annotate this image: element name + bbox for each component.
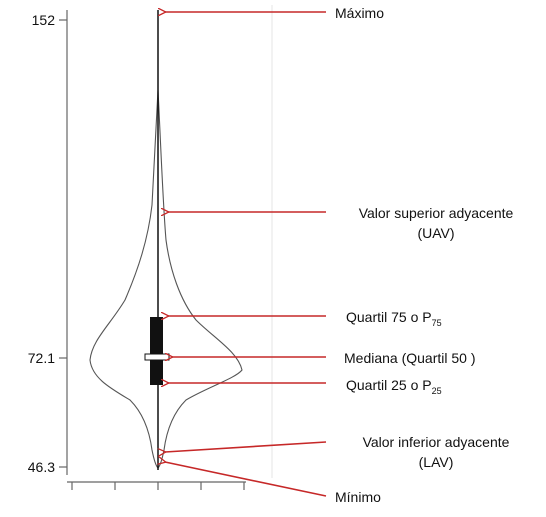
label-uav-line2: (UAV) — [417, 225, 454, 241]
x-ticks — [71, 482, 245, 490]
y-tick-label-72: 72.1 — [28, 350, 55, 366]
violin-shape — [89, 89, 243, 469]
label-lav-line1: Valor inferior adyacente — [363, 434, 510, 450]
label-q75: Quartil 75 o P75 — [346, 309, 442, 328]
arrow-lav — [165, 441, 327, 452]
iqr-box — [150, 317, 163, 385]
arrow-minimo — [165, 462, 327, 497]
label-maximo: Máximo — [335, 5, 384, 21]
label-q25-sub: 25 — [432, 386, 442, 396]
median-marker — [144, 353, 170, 361]
label-q25: Quartil 25 o P25 — [346, 377, 442, 396]
label-minimo: Mínimo — [335, 489, 381, 505]
label-q75-sub: 75 — [432, 318, 442, 328]
arrows — [165, 12, 327, 497]
label-lav-line2: (LAV) — [419, 454, 454, 470]
label-q75-text: Quartil 75 o P — [346, 309, 432, 325]
label-uav-line1: Valor superior adyacente — [359, 205, 514, 221]
y-tick-label-152: 152 — [32, 12, 56, 28]
label-q25-text: Quartil 25 o P — [346, 377, 432, 393]
label-mediana: Mediana (Quartil 50 ) — [344, 350, 476, 366]
y-tick-label-46: 46.3 — [28, 459, 55, 475]
